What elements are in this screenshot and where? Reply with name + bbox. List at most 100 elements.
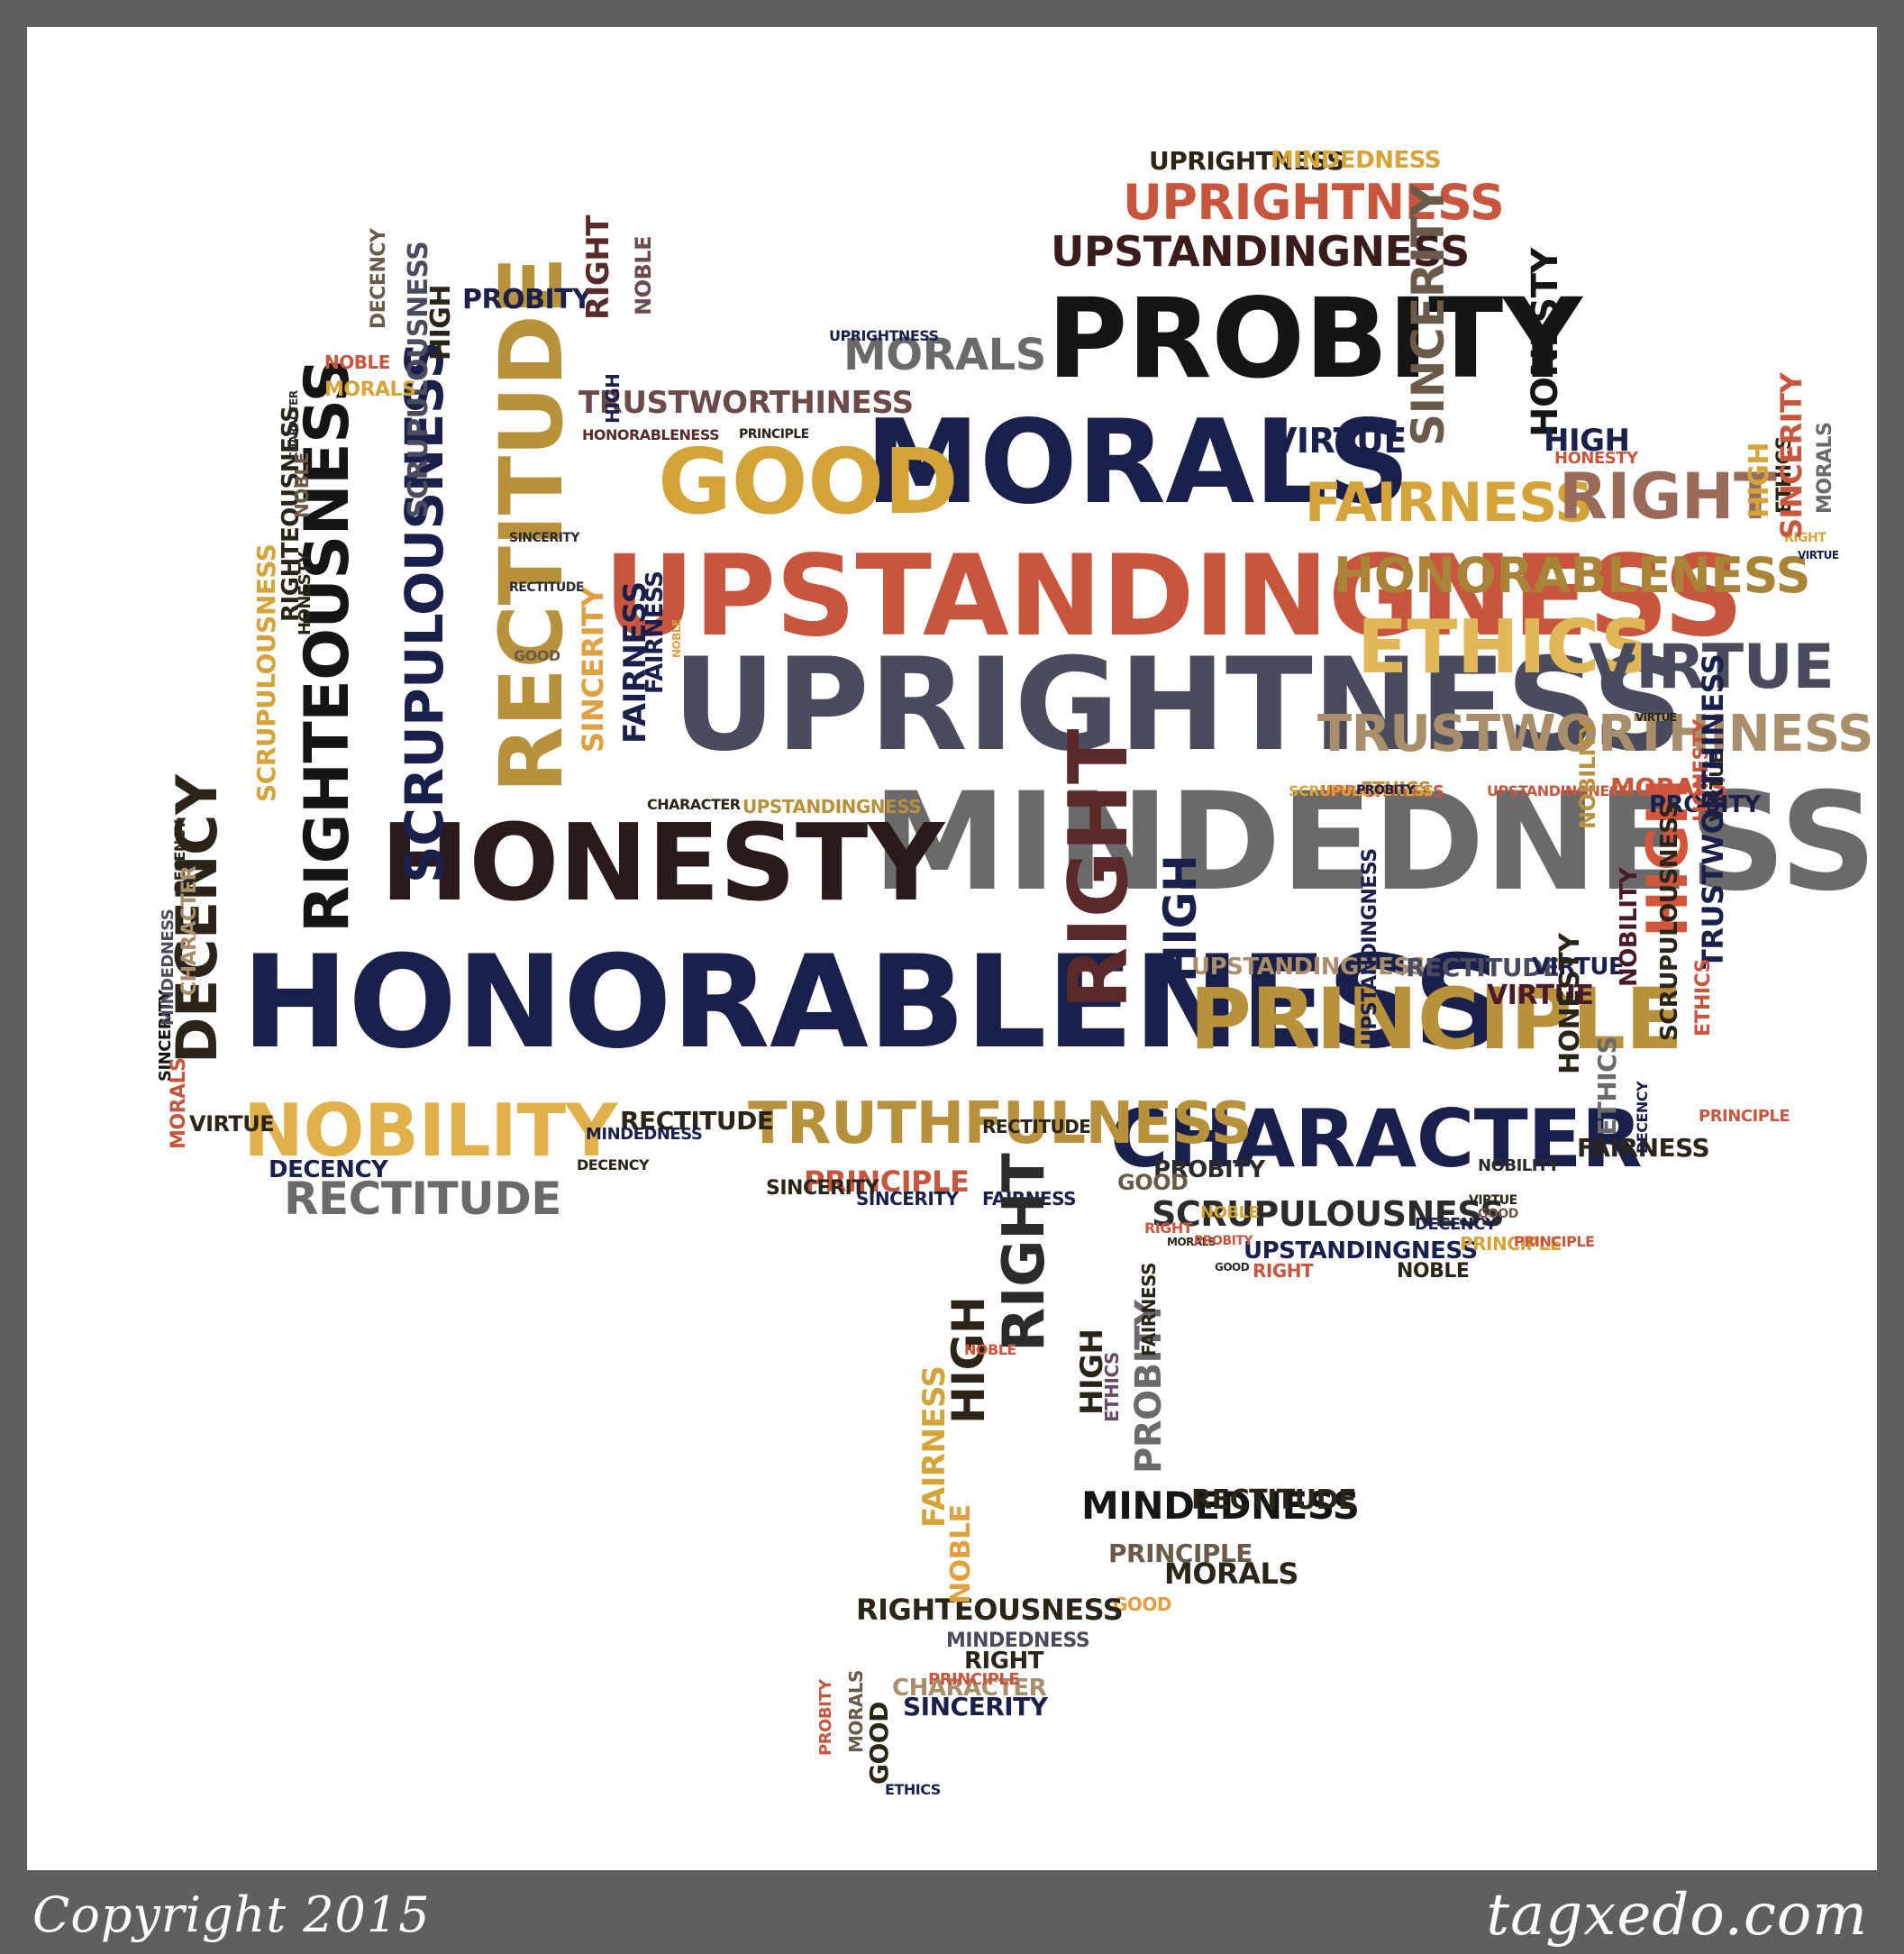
word-cloud-word: HIGH	[943, 1296, 995, 1424]
word-cloud-word: FAIRNESS	[1577, 1133, 1710, 1163]
word-cloud-word: MINDEDNESS	[1271, 147, 1442, 174]
word-cloud-word: RECTITUDE	[509, 580, 584, 595]
word-cloud-word: MORALS	[1167, 1236, 1216, 1248]
word-cloud-word: PRINCIPLE	[1189, 971, 1683, 1069]
word-cloud-word: NOBLE	[631, 236, 656, 315]
word-cloud-word: HONESTY	[1525, 248, 1566, 437]
word-cloud-word: MORALS	[843, 330, 1046, 380]
word-cloud-word: MORALS	[865, 396, 1410, 530]
word-cloud-word: MORALS	[1610, 772, 1727, 802]
word-cloud-word: SINCERITY	[856, 1188, 959, 1210]
word-cloud-word: VIRTUE	[189, 1111, 275, 1137]
word-cloud-word: GOOD	[658, 429, 959, 534]
word-cloud-word: PROBITY	[462, 284, 592, 315]
word-cloud-word: RECTITUDE	[284, 1173, 561, 1225]
word-cloud-word: PRINCIPLE	[1699, 1107, 1790, 1126]
word-cloud-word: SINCERITY	[1402, 184, 1454, 446]
word-cloud-word: MORALS	[1164, 1557, 1298, 1591]
word-cloud-word: MORALS	[324, 379, 416, 401]
word-cloud-word: ETHICS	[1101, 1352, 1123, 1422]
word-cloud-word: ETHICS	[1357, 605, 1653, 690]
word-cloud-word: PROBITY	[1047, 275, 1582, 403]
word-cloud-word: ETHICS	[885, 1781, 941, 1798]
word-cloud-word: GOOD	[1113, 1593, 1172, 1615]
word-cloud-word: UPSTANDINGNESS	[1191, 954, 1426, 981]
word-cloud-canvas: HONORABLENESS MINDEDNESS HONESTY UPRIGHTNES…	[27, 27, 1877, 1870]
word-cloud-word: DECENCY	[1415, 1215, 1497, 1234]
word-cloud-word: PROBITY	[1356, 783, 1416, 798]
word-cloud-word: NOBLE	[945, 1504, 977, 1604]
word-cloud-word: NOBILITY	[1575, 719, 1600, 829]
word-cloud-word: MORALS	[845, 1670, 867, 1753]
word-cloud-word: PROBITY	[1649, 791, 1761, 818]
word-cloud-word: CHARACTER	[892, 1675, 1047, 1702]
word-cloud-word: SCRUPULOUSNESS	[1152, 1194, 1505, 1234]
word-cloud-word: GOOD	[1478, 1207, 1518, 1221]
word-cloud-word: SINCERITY	[903, 1692, 1048, 1721]
word-cloud-word: CHARACTER	[1110, 1092, 1643, 1185]
word-cloud-word: UPRIGHTNESS	[672, 631, 1684, 780]
word-cloud-word: NOBILITY	[1478, 1156, 1560, 1175]
word-cloud-word: RIGHT	[1253, 1260, 1314, 1282]
word-cloud-word: MINDEDNESS	[1081, 1484, 1360, 1528]
word-cloud-word: CHARACTER	[647, 796, 741, 813]
word-cloud-word: PROBITY	[816, 1679, 835, 1756]
word-cloud-word: TRUSTWORTHINESS	[578, 385, 914, 421]
word-cloud-word: SCRUPULOUSNESS	[1289, 782, 1434, 799]
word-cloud-word: SINCERITY	[766, 1177, 879, 1200]
word-cloud-word: NOBILITY	[243, 1089, 617, 1173]
word-cloud: HONORABLENESS MINDEDNESS HONESTY UPRIGHTNES…	[27, 27, 1877, 1870]
word-cloud-word: MORALS	[168, 1057, 190, 1149]
word-cloud-word: FAIRNESS	[1305, 471, 1594, 534]
word-cloud-word: UPSTANDINGNESS	[1359, 848, 1381, 1045]
word-cloud-word: ETHICS	[1361, 778, 1431, 799]
word-cloud-word: UPRIGHTNESS	[1320, 782, 1444, 801]
word-cloud-word: NOBILITY	[1616, 867, 1643, 987]
word-cloud-word: MINDEDNESS	[159, 909, 178, 1026]
word-cloud-word: FAIRNESS	[982, 1188, 1077, 1210]
site-link[interactable]: tagxedo.com	[1486, 1882, 1868, 1949]
word-cloud-word: NOBLE	[291, 452, 313, 518]
word-cloud-word: HONESTY	[1554, 449, 1638, 468]
word-cloud-word: VIRTUE	[1271, 421, 1407, 461]
word-cloud-word: FAIRNESS	[1138, 1263, 1160, 1356]
word-cloud-word: MORALS	[1814, 422, 1836, 514]
word-cloud-word: DECENCY	[368, 228, 390, 329]
word-cloud-word: NOBLE	[324, 352, 390, 373]
word-cloud-word: FAIRNESS	[642, 571, 669, 694]
word-cloud-word: CHARACTER	[178, 865, 201, 996]
word-cloud-word: RIGHTEOUSNESS	[856, 1593, 1124, 1627]
word-cloud-word: DECENCY	[269, 1156, 388, 1183]
word-cloud-word: PRINCIPLE	[1514, 1233, 1595, 1250]
word-cloud-word: VIRTUE	[1487, 980, 1594, 1011]
word-cloud-word: HONORABLENESS	[241, 928, 1505, 1077]
word-cloud-word: PRINCIPLE	[928, 1670, 1020, 1689]
word-cloud-word: TRUTHFULNESS	[748, 1091, 1253, 1157]
word-cloud-word: TRUSTWORTHINESS	[1696, 653, 1730, 969]
word-cloud-word: HIGH	[602, 373, 624, 424]
word-cloud-word: RECTITUDE	[481, 256, 582, 793]
word-cloud-word: PRINCIPLE	[739, 427, 809, 442]
word-cloud-word: NOBLE	[1397, 1260, 1470, 1283]
word-cloud-word: HONESTY	[1554, 933, 1586, 1074]
word-cloud-word: HONORABLENESS	[582, 426, 720, 443]
word-cloud-word: RIGHT	[1559, 460, 1777, 534]
word-cloud-word: SINCERITY	[1774, 372, 1808, 539]
word-cloud-word: PROBITY	[1194, 1234, 1253, 1248]
word-cloud-word: HONORABLENESS	[1334, 547, 1810, 604]
word-cloud-word: RIGHT	[964, 1648, 1044, 1675]
copyright-text: Copyright 2015	[32, 1886, 431, 1943]
word-cloud-word: HIGH	[1544, 423, 1630, 459]
word-cloud-word: SINCERITY	[509, 531, 580, 545]
word-cloud-word: VIRTUE	[1635, 711, 1677, 724]
word-cloud-word: RIGHT	[1784, 531, 1827, 545]
word-cloud-word: GOOD	[864, 1702, 894, 1785]
word-cloud-word: HONESTY	[296, 552, 314, 635]
word-cloud-word: GOOD	[514, 647, 560, 664]
word-cloud-word: SCRUPULOUSNESS	[251, 543, 281, 802]
word-cloud-word: VIRTUE	[1469, 1193, 1517, 1208]
word-cloud-word: NOBLE	[670, 619, 683, 658]
word-cloud-word: SCRUPULOUSNESS	[1656, 801, 1683, 1042]
word-cloud-word: ETHICS	[1692, 958, 1715, 1036]
